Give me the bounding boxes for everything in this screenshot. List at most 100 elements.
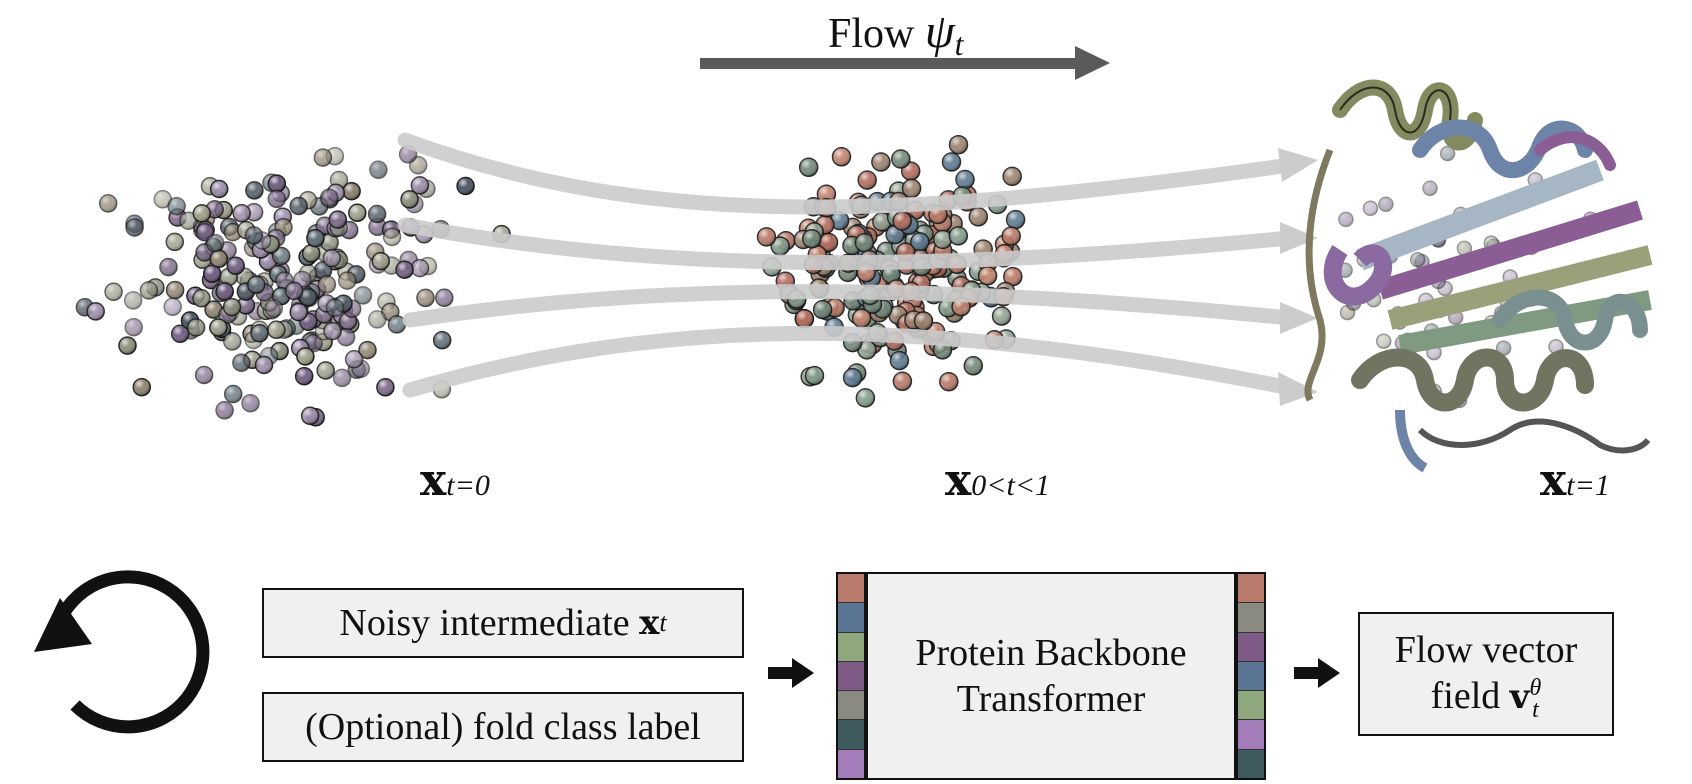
intermediate-particle-shine — [805, 366, 824, 385]
noise-particle-shine — [166, 233, 184, 251]
intermediate-particle-shine — [893, 372, 912, 391]
noise-particle-shine — [216, 401, 234, 419]
noise-particle-shine — [119, 337, 136, 355]
noise-particle-shine — [124, 291, 142, 309]
noise-particle-shine — [411, 176, 429, 194]
noise-particle-shine — [205, 301, 223, 319]
noise-particle-shine — [433, 331, 451, 349]
embedding-cell-0 — [1238, 574, 1264, 604]
noisy-intermediate-symbol: x — [639, 603, 660, 643]
noise-particle-shine — [321, 234, 339, 252]
noise-particle-shine — [314, 149, 332, 167]
noise-particle-shine — [251, 324, 268, 342]
embedding-cell-3 — [838, 661, 864, 692]
intermediate-particle-shine — [939, 372, 958, 391]
noise-particle-shine — [326, 299, 344, 317]
noise-particle-shine — [317, 362, 335, 379]
intermediate-particle-shine — [795, 309, 814, 328]
intermediate-particle-shine — [902, 179, 921, 198]
noise-particle-shine — [306, 229, 324, 247]
label-data-state: xt=1 — [1540, 455, 1610, 506]
flow-arrowhead-4 — [1278, 372, 1318, 406]
noise-particle-shine — [343, 182, 361, 200]
fold-class-label-box: (Optional) fold class label — [262, 692, 744, 762]
embedding-cell-1 — [1238, 603, 1264, 633]
embedding-cell-4 — [1238, 691, 1264, 721]
noise-particle-shine — [224, 223, 242, 241]
protein-atom-shine — [1440, 146, 1455, 161]
noise-particle-shine — [247, 276, 265, 294]
intermediate-particle-shine — [858, 171, 877, 190]
helix-blue — [1412, 119, 1593, 178]
noise-particle-shine — [302, 244, 320, 262]
intermediate-particle-shine — [813, 300, 832, 319]
noise-particle-shine — [210, 180, 228, 198]
noise-particle-shine — [223, 332, 241, 350]
label-noise-state: xt=0 — [420, 455, 490, 506]
model-name-line2: Transformer — [956, 678, 1146, 720]
noise-particle-shine — [180, 212, 197, 230]
noise-particle-shine — [290, 197, 308, 215]
intermediate-particle-shine — [1003, 267, 1022, 286]
noise-particle-shine — [369, 218, 387, 236]
noise-particle-shine — [372, 252, 390, 270]
flow-arrowhead-3 — [1280, 302, 1318, 334]
noise-particle-shine — [233, 204, 251, 222]
intermediate-particle-shine — [855, 233, 874, 252]
protein-atom-shine — [1378, 197, 1393, 212]
noise-particle-shine — [411, 259, 429, 277]
intermediate-particle-shine — [969, 207, 988, 226]
noise-particle-shine — [203, 265, 221, 283]
intermediate-particle-shine — [802, 229, 821, 248]
protein-atom-shine — [1363, 201, 1378, 216]
helix-mid-teal — [1492, 289, 1648, 351]
embedding-cell-3 — [1238, 661, 1264, 692]
noise-particle-shine — [216, 283, 234, 300]
noise-particle-shine — [329, 211, 347, 229]
noise-particle-shine — [268, 190, 286, 208]
intermediate-particle-shine — [891, 150, 910, 168]
intermediate-particle-shine — [914, 312, 933, 330]
embedding-cell-1 — [838, 603, 864, 633]
noise-particle-shine — [320, 189, 338, 207]
intermediate-particle-shine — [1006, 210, 1025, 229]
intermediate-particle-shine — [757, 227, 776, 246]
flow-symbol-sub: t — [954, 26, 964, 62]
noise-particle-shine — [290, 303, 308, 321]
noise-particle-shine — [354, 286, 372, 304]
label-data-sub: t=1 — [1566, 469, 1610, 502]
noise-particle-shine — [401, 190, 419, 208]
output-vector-symbol: v — [1509, 676, 1530, 717]
intermediate-particle-shine — [992, 307, 1011, 326]
label-intermediate-state: x0<t<1 — [945, 455, 1050, 506]
intermediate-particle-shine — [856, 388, 875, 407]
noise-particle-cloud — [75, 145, 511, 427]
flow-title: Flow ψt — [828, 4, 964, 63]
noise-particle-shine — [295, 367, 313, 385]
noise-particle-shine — [337, 328, 355, 346]
noise-particle-shine — [417, 289, 434, 307]
sheet-1 — [1356, 159, 1604, 271]
noise-particle-shine — [245, 226, 263, 244]
embedding-cell-4 — [838, 691, 864, 721]
intermediate-particle-shine — [819, 233, 838, 252]
flow-direction-arrow — [700, 46, 1110, 80]
noise-particle-shine — [87, 302, 105, 320]
intermediate-particle-shine — [843, 368, 862, 387]
noisy-intermediate-text: Noisy intermediate — [339, 602, 630, 644]
noise-particle-shine — [168, 197, 186, 215]
noise-particle-shine — [140, 281, 158, 299]
sheet-2 — [1377, 200, 1643, 300]
noise-particle-shine — [359, 341, 376, 359]
intermediate-particle-shine — [857, 340, 876, 359]
protein-atom-shine — [1410, 252, 1425, 267]
intermediate-particle-shine — [771, 237, 790, 256]
protein-structure — [1304, 79, 1653, 473]
noise-particle-shine — [333, 369, 351, 387]
label-noise-sub: t=0 — [446, 469, 490, 502]
output-vector-sub: t — [1532, 697, 1539, 724]
label-intermediate-base: x — [945, 455, 972, 506]
